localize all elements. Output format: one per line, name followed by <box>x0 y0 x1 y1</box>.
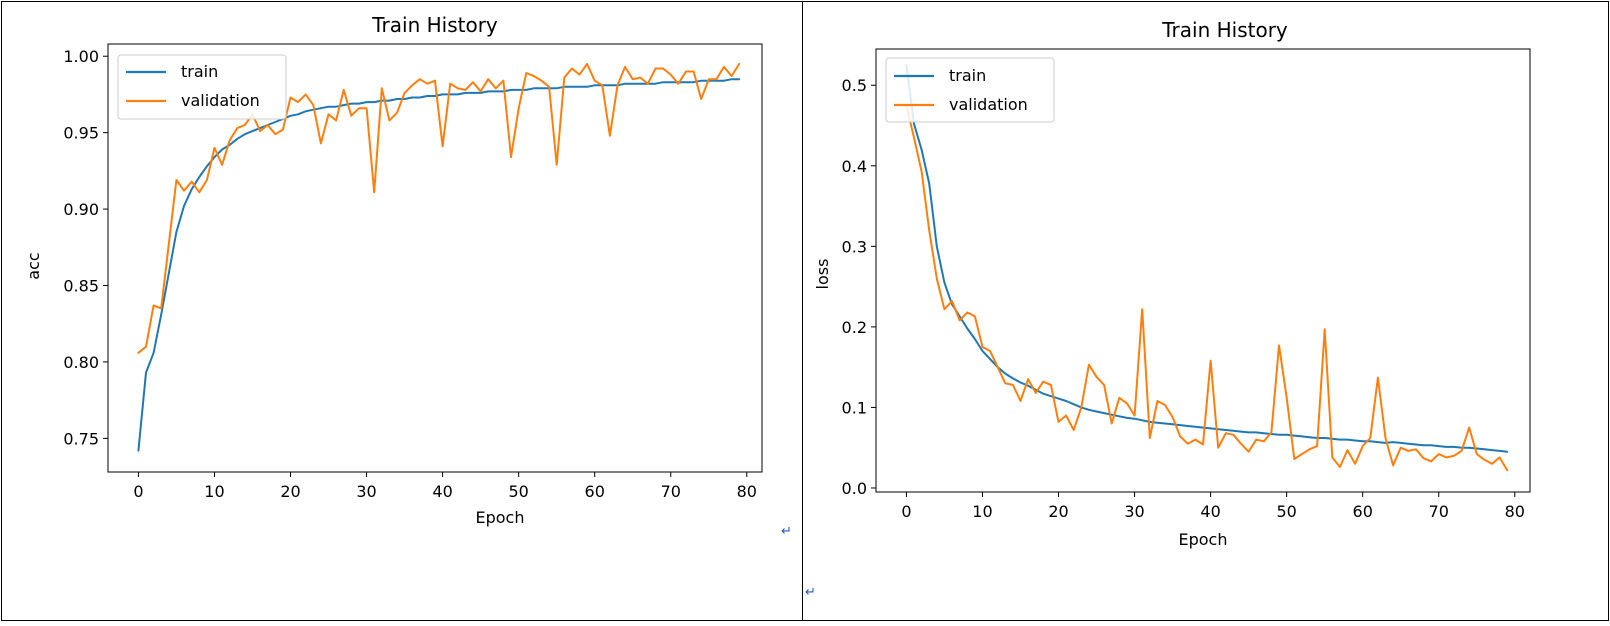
y-tick-label: 0.1 <box>842 398 867 417</box>
y-tick-label: 0.85 <box>63 277 99 296</box>
x-tick-label: 50 <box>508 482 528 501</box>
series-line-train <box>137 78 741 452</box>
x-tick-label: 30 <box>1124 502 1144 521</box>
y-tick-label: 0.90 <box>63 200 99 219</box>
y-tick-label: 0.4 <box>842 157 867 176</box>
legend: train validation <box>117 54 287 120</box>
series-line-validation <box>137 62 741 354</box>
x-tick-label: 40 <box>1200 502 1220 521</box>
x-tick-label: 30 <box>356 482 376 501</box>
loss-chart: Train History 0.0 0.1 0.2 0.3 0.4 0.5 0 10 20 30… <box>813 18 1531 549</box>
x-tick-label: 60 <box>1353 502 1373 521</box>
return-mark-icon: ↵ <box>781 524 792 539</box>
x-tick-label: 60 <box>585 482 605 501</box>
y-tick-labels: 0.0 0.1 0.2 0.3 0.4 0.5 <box>842 76 876 498</box>
x-tick-label: 0 <box>133 482 143 501</box>
x-tick-label: 40 <box>432 482 452 501</box>
x-tick-labels: 0 10 20 30 40 50 60 70 80 <box>901 492 1525 521</box>
x-tick-labels: 0 10 20 30 40 50 60 70 80 <box>133 472 757 501</box>
y-tick-label: 0.0 <box>842 479 867 498</box>
x-tick-label: 10 <box>972 502 992 521</box>
y-axis-label: loss <box>813 259 832 290</box>
x-tick-label: 70 <box>661 482 681 501</box>
y-tick-label: 0.5 <box>842 76 867 95</box>
x-axis-label: Epoch <box>1179 530 1228 549</box>
y-tick-label: 0.75 <box>63 429 99 448</box>
y-tick-label: 1.00 <box>63 47 99 66</box>
y-tick-labels: 0.75 0.80 0.85 0.90 0.95 1.00 <box>63 47 108 448</box>
return-mark-icon: ↵ <box>805 585 816 600</box>
y-axis-label: acc <box>24 252 43 279</box>
legend-label-train: train <box>949 66 986 85</box>
x-tick-label: 80 <box>737 482 757 501</box>
plot-area <box>875 48 1531 493</box>
x-tick-label: 50 <box>1276 502 1296 521</box>
y-tick-label: 0.95 <box>63 124 99 143</box>
x-tick-label: 0 <box>901 502 911 521</box>
series-lines <box>905 64 1509 472</box>
legend-label-validation: validation <box>181 91 260 110</box>
y-tick-label: 0.2 <box>842 318 867 337</box>
series-lines <box>137 62 741 452</box>
series-line-train <box>905 64 1509 453</box>
x-tick-label: 10 <box>204 482 224 501</box>
accuracy-chart: Train History 0.75 0.80 0.85 0.90 0.95 1.00 0… <box>24 13 763 527</box>
chart-title: Train History <box>1161 18 1288 42</box>
x-tick-label: 70 <box>1429 502 1449 521</box>
x-tick-label: 80 <box>1505 502 1525 521</box>
x-tick-label: 20 <box>1048 502 1068 521</box>
legend-label-train: train <box>181 62 218 81</box>
legend-label-validation: validation <box>949 95 1028 114</box>
y-tick-label: 0.3 <box>842 237 867 256</box>
x-tick-label: 20 <box>280 482 300 501</box>
x-axis-label: Epoch <box>476 508 525 527</box>
chart-title: Train History <box>371 13 498 37</box>
legend: train validation <box>885 57 1055 123</box>
series-line-validation <box>905 104 1509 472</box>
y-tick-label: 0.80 <box>63 353 99 372</box>
